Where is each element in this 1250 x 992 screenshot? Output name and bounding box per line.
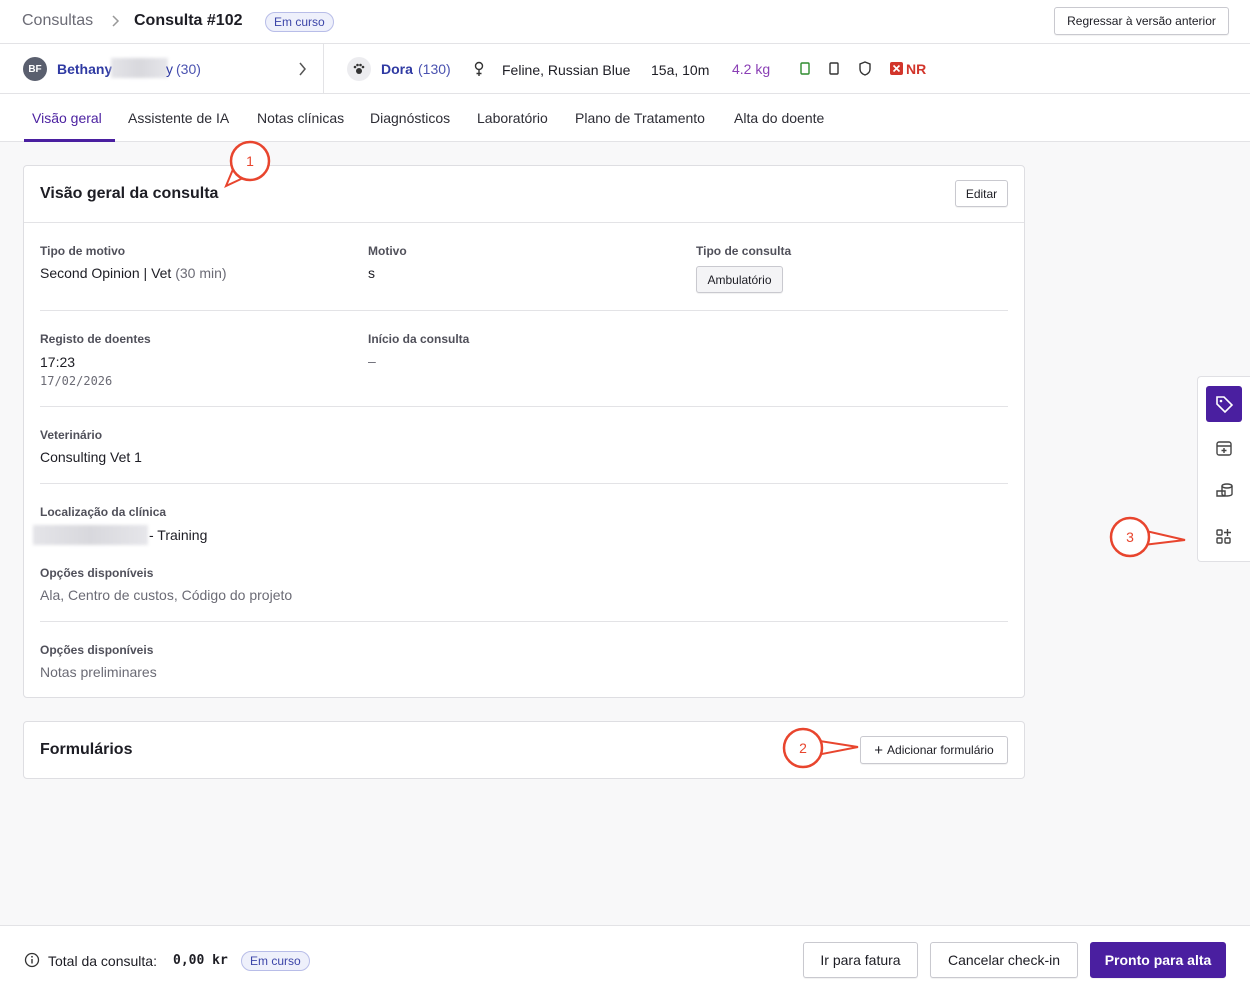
side-icons[interactable] (1206, 386, 1242, 546)
forms-title: Formulários (40, 741, 133, 758)
annotation-pointer (1146, 530, 1186, 546)
field-label: Registo de doentes (40, 332, 151, 346)
chevron (112, 15, 120, 27)
divider (40, 621, 1008, 622)
field-label: Motivo (368, 244, 407, 258)
field-value: Consulting Vet 1 (40, 449, 142, 465)
female-icon (474, 61, 484, 76)
tab[interactable]: Diagnósticos (370, 110, 451, 126)
divider (40, 406, 1008, 407)
add-form-button[interactable]: + Adicionar formulário (860, 736, 1008, 764)
field-label: Tipo de consulta (696, 244, 792, 258)
field-label: Tipo de motivo (40, 244, 126, 258)
tabs-bar (0, 94, 1250, 142)
field-value: Second Opinion | Vet (30 min) (40, 265, 227, 281)
info-bar (0, 44, 1250, 94)
field-label: Início da consulta (368, 332, 470, 346)
nr-icon (890, 62, 903, 75)
consult-type-chip: Ambulatório (696, 266, 783, 293)
breed: Feline, Russian Blue (502, 62, 631, 78)
status-pill: Em curso (265, 12, 334, 32)
tab[interactable]: Visão geral (32, 110, 102, 126)
client-name-end: y (166, 61, 173, 77)
tab[interactable]: Plano de Tratamento (575, 110, 705, 126)
status-pill: Em curso (241, 951, 310, 971)
field-label: Localização da clínica (40, 505, 167, 519)
nr-flag: NR (906, 61, 927, 77)
value: Vet (151, 265, 172, 281)
chevron[interactable] (297, 62, 309, 76)
discharge-button[interactable]: Pronto para alta (1090, 942, 1226, 978)
divider (40, 310, 1008, 311)
revert-button[interactable]: Regressar à versão anterior (1054, 7, 1229, 35)
tab[interactable]: Assistente de IA (128, 110, 230, 126)
tab[interactable]: Laboratório (477, 110, 548, 126)
annotation-number: 3 (1126, 529, 1134, 545)
age: 15a, 10m (651, 62, 710, 78)
redacted (33, 525, 148, 545)
field-label: Opções disponíveis (40, 643, 154, 657)
divider (24, 222, 1024, 223)
field-value: Ala, Centro de custos, Código do projeto (40, 587, 293, 603)
status-icons (800, 61, 871, 76)
plus: + (874, 741, 884, 759)
field-value: 17:23 (40, 354, 76, 370)
weight: 4.2 kg (732, 61, 771, 77)
info-icon (24, 952, 40, 968)
field-label: Opções disponíveis (40, 566, 154, 580)
field-value: s (368, 265, 375, 281)
top-bar (0, 0, 1250, 44)
patient-id: (130) (418, 61, 451, 77)
cancel-checkin-button[interactable]: Cancelar check-in (930, 942, 1078, 978)
field-value: – (368, 353, 376, 369)
patient-name[interactable]: Dora (381, 61, 413, 77)
overview-card (23, 165, 1025, 698)
avatar: BF (23, 57, 47, 81)
field-label: Veterinário (40, 428, 103, 442)
breadcrumb-title: Consulta #102 (134, 12, 243, 29)
tab[interactable]: Alta do doente (734, 110, 825, 126)
value: Second Opinion (40, 265, 140, 281)
total-label: Total da consulta: (48, 953, 157, 969)
label: Adicionar formulário (887, 743, 994, 757)
field-value: Notas preliminares (40, 664, 157, 680)
card-title: Visão geral da consulta (40, 185, 219, 202)
divider (40, 483, 1008, 484)
annotation-circle (1109, 516, 1151, 558)
separator (323, 44, 324, 94)
breadcrumb-parent[interactable]: Consultas (22, 12, 94, 29)
tab-underline (24, 139, 115, 142)
duration: (30 min) (175, 265, 227, 281)
field-value: - Training (149, 527, 208, 543)
edit-button[interactable]: Editar (955, 180, 1008, 207)
total-value: 0,00 kr (173, 953, 228, 968)
redacted (111, 58, 168, 78)
field-date: 17/02/2026 (40, 374, 113, 388)
invoice-button[interactable]: Ir para fatura (803, 942, 918, 978)
client-id: (30) (176, 61, 201, 77)
client-name[interactable]: Bethany (57, 61, 113, 77)
paw-icon (347, 57, 371, 81)
tab[interactable]: Notas clínicas (257, 110, 345, 126)
